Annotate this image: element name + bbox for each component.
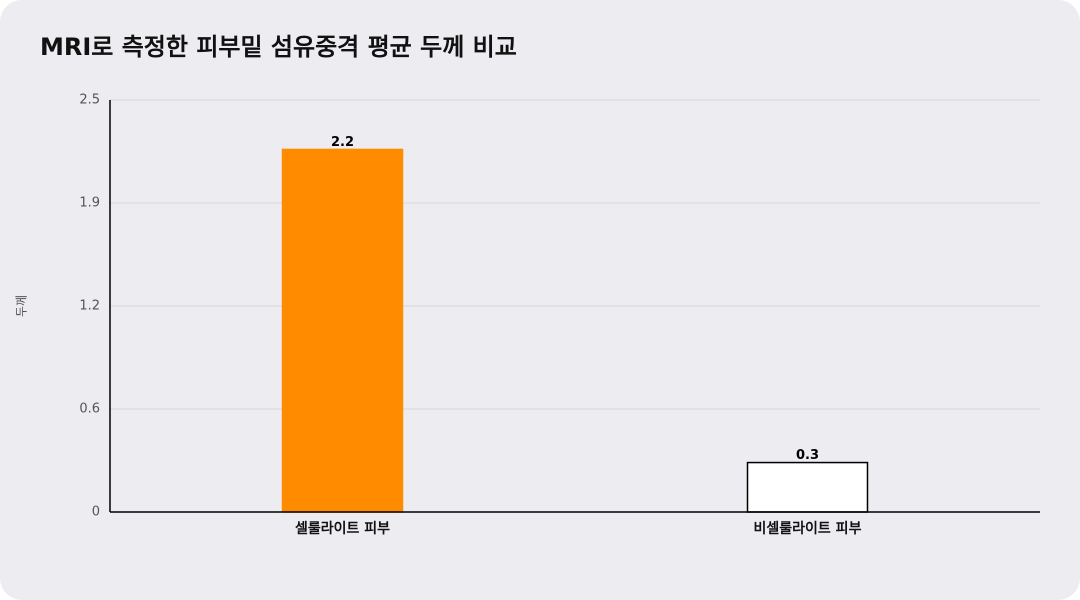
y-tick-label: 2.5 [79,93,100,108]
value-label: 2.2 [331,135,354,150]
x-tick-label: 셀룰라이트 피부 [295,520,390,537]
bar [746,461,869,513]
x-tick-label: 비셀룰라이트 피부 [754,520,862,537]
y-tick-label: 1.9 [79,196,100,211]
chart-title: MRI로 측정한 피부밑 섬유중격 평균 두께 비교 [40,33,517,61]
bar [281,148,404,513]
value-label: 0.3 [796,448,819,463]
y-tick-label: 0.6 [79,402,100,417]
y-tick-label: 0 [92,505,100,520]
y-tick-label: 1.2 [79,299,100,314]
y-axis-label: 두께 [15,295,29,317]
